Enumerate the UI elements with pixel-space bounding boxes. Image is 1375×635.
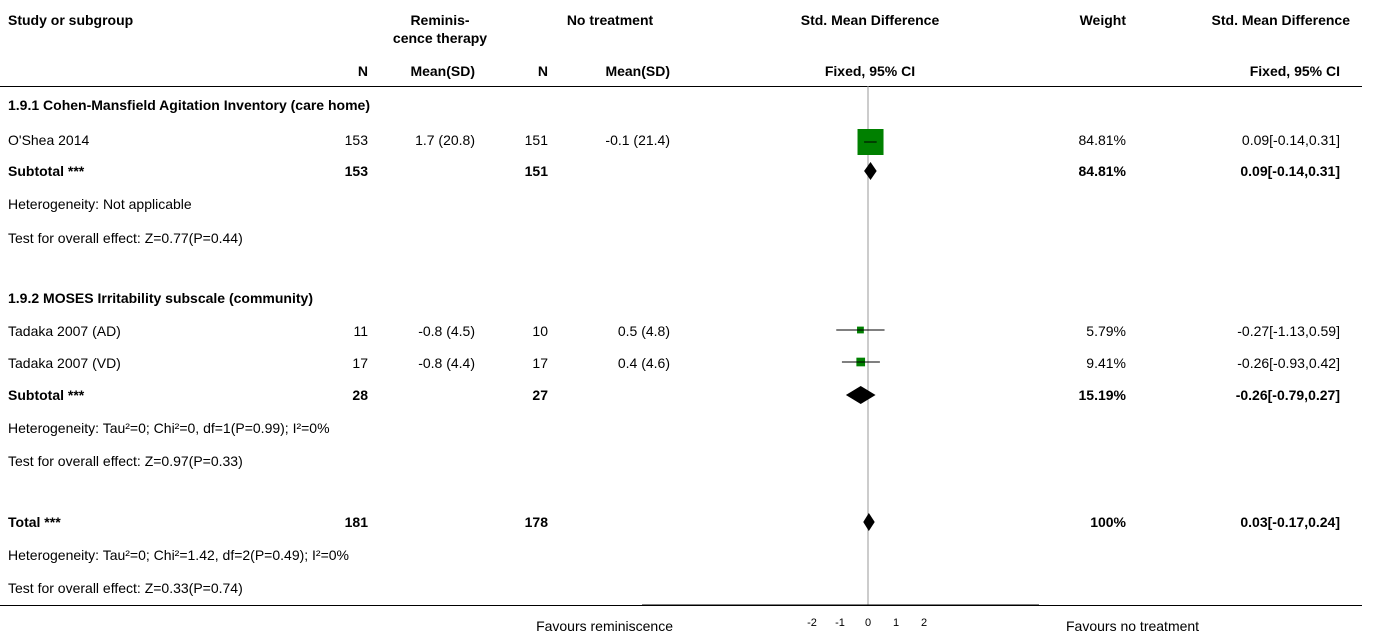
study-meansd2: 0.4 (4.6) bbox=[617, 355, 670, 371]
study-meansd1: -0.8 (4.5) bbox=[418, 323, 475, 339]
summary-diamond bbox=[864, 162, 877, 180]
study-n2: 10 bbox=[532, 323, 548, 339]
footer-divider bbox=[0, 605, 1362, 606]
study-point bbox=[857, 129, 884, 155]
study-n1: 11 bbox=[353, 323, 368, 339]
subtotal-n2: 151 bbox=[524, 163, 548, 179]
header-exp-group-2: cence therapy bbox=[392, 30, 488, 46]
study-weight: 5.79% bbox=[1086, 323, 1126, 339]
header-n-exp: N bbox=[357, 63, 368, 79]
study-n2: 17 bbox=[532, 355, 548, 371]
subtotal-n1: 28 bbox=[352, 387, 368, 403]
header-exp-group: Reminis- bbox=[410, 12, 470, 28]
study-ci: -0.26[-0.93,0.42] bbox=[1237, 355, 1340, 371]
study-name: O'Shea 2014 bbox=[8, 132, 90, 148]
group-title: 1.9.1 Cohen-Mansfield Agitation Inventor… bbox=[8, 97, 370, 113]
favours-left: Favours reminiscence bbox=[536, 618, 673, 634]
header-smd: Std. Mean Difference bbox=[800, 12, 940, 28]
study-name: Tadaka 2007 (VD) bbox=[8, 355, 121, 371]
overall-effect-text: Test for overall effect: Z=0.97(P=0.33) bbox=[8, 453, 243, 469]
overall-effect-text: Test for overall effect: Z=0.77(P=0.44) bbox=[8, 230, 243, 246]
total-n2: 178 bbox=[524, 514, 548, 530]
study-name: Tadaka 2007 (AD) bbox=[8, 323, 121, 339]
x-tick-label: -1 bbox=[835, 617, 845, 629]
study-meansd1: 1.7 (20.8) bbox=[415, 132, 475, 148]
x-tick-label: -2 bbox=[807, 617, 817, 629]
x-tick-label: 2 bbox=[921, 617, 927, 629]
study-weight: 9.41% bbox=[1086, 355, 1126, 371]
study-weight: 84.81% bbox=[1078, 132, 1126, 148]
study-point bbox=[856, 357, 866, 367]
group-title: 1.9.2 MOSES Irritability subscale (commu… bbox=[8, 290, 313, 306]
subtotal-label: Subtotal *** bbox=[8, 163, 85, 179]
heterogeneity-text: Heterogeneity: Tau²=0; Chi²=1.42, df=2(P… bbox=[8, 547, 350, 563]
total-weight: 100% bbox=[1090, 514, 1126, 530]
study-point bbox=[857, 326, 864, 334]
header-meansd-exp: Mean(SD) bbox=[410, 63, 475, 79]
heterogeneity-text: Heterogeneity: Not applicable bbox=[8, 196, 192, 212]
study-meansd2: -0.1 (21.4) bbox=[605, 132, 670, 148]
heterogeneity-text: Heterogeneity: Tau²=0; Chi²=0, df=1(P=0.… bbox=[8, 420, 330, 436]
summary-diamond bbox=[863, 513, 875, 531]
overall-effect-text: Test for overall effect: Z=0.33(P=0.74) bbox=[8, 580, 243, 596]
x-tick-label: 1 bbox=[893, 617, 899, 629]
header-meansd-ctrl: Mean(SD) bbox=[605, 63, 670, 79]
header-n-ctrl: N bbox=[537, 63, 548, 79]
forest-marks bbox=[836, 129, 885, 531]
study-n2: 151 bbox=[524, 132, 548, 148]
total-n1: 181 bbox=[344, 514, 368, 530]
subtotal-ci: 0.09[-0.14,0.31] bbox=[1240, 163, 1340, 179]
header-method: Fixed, 95% CI bbox=[824, 63, 916, 79]
header-divider bbox=[0, 86, 1362, 87]
x-tick-label: 0 bbox=[865, 617, 871, 629]
header-smd-2: Std. Mean Difference bbox=[1211, 12, 1350, 28]
x-axis-ticks: -2 -1 0 1 2 bbox=[807, 617, 927, 629]
subtotal-n2: 27 bbox=[532, 387, 548, 403]
study-meansd2: 0.5 (4.8) bbox=[617, 323, 670, 339]
study-n1: 17 bbox=[352, 355, 368, 371]
header-study: Study or subgroup bbox=[8, 12, 134, 28]
summary-diamond bbox=[845, 386, 876, 404]
header-method-2: Fixed, 95% CI bbox=[1249, 63, 1340, 79]
study-n1: 153 bbox=[344, 132, 368, 148]
subtotal-weight: 15.19% bbox=[1078, 387, 1126, 403]
subtotal-ci: -0.26[-0.79,0.27] bbox=[1235, 387, 1340, 403]
favours-right: Favours no treatment bbox=[1066, 618, 1200, 634]
subtotal-weight: 84.81% bbox=[1078, 163, 1126, 179]
subtotal-label: Subtotal *** bbox=[8, 387, 85, 403]
total-label: Total *** bbox=[8, 514, 61, 530]
study-ci: 0.09[-0.14,0.31] bbox=[1241, 132, 1340, 148]
header-weight: Weight bbox=[1079, 12, 1126, 28]
header-ctrl-group: No treatment bbox=[566, 12, 654, 28]
study-ci: -0.27[-1.13,0.59] bbox=[1237, 323, 1340, 339]
total-ci: 0.03[-0.17,0.24] bbox=[1240, 514, 1340, 530]
study-meansd1: -0.8 (4.4) bbox=[418, 355, 475, 371]
subtotal-n1: 153 bbox=[344, 163, 368, 179]
